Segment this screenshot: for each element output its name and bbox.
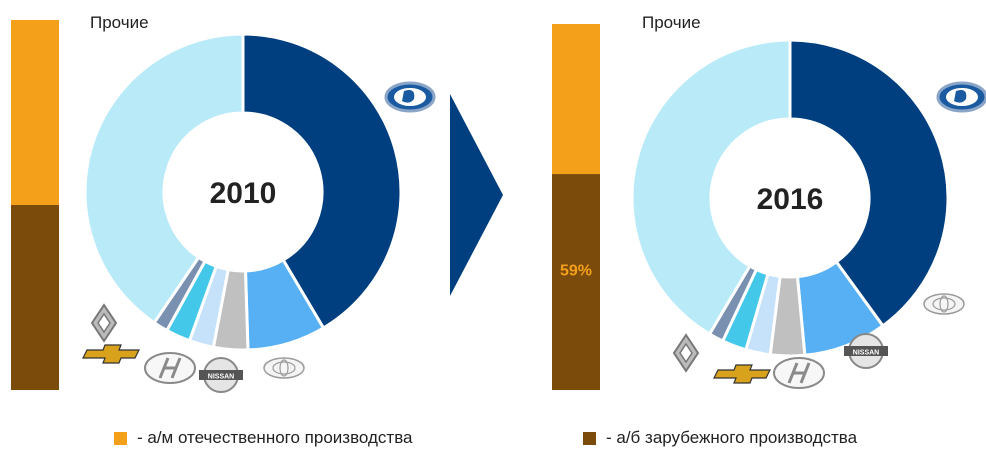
bar-segment-domestic-2010 — [11, 20, 59, 205]
hyundai-logo-2010 — [144, 352, 196, 384]
bar-segment-foreign-2010 — [11, 205, 59, 390]
donut-center-label-2010: 2010 — [210, 177, 277, 210]
chevrolet-logo-2010 — [82, 344, 140, 364]
toyota-logo-2016 — [923, 293, 965, 315]
svg-text:NISSAN: NISSAN — [208, 374, 234, 381]
toyota-logo-2010 — [263, 357, 305, 379]
donut-slice-lada-2016 — [788, 38, 950, 328]
donut-chart-2010: 2010 Прочие — [83, 13, 403, 352]
donut-chart-2016: 2016 Прочие — [630, 13, 950, 358]
legend-foreign: - а/б зарубежного производства — [583, 428, 857, 448]
donut-slice-прочие-2016 — [630, 38, 792, 337]
lada-logo-2010 — [384, 81, 436, 113]
donut-others-label-2010: Прочие — [90, 13, 149, 32]
legend-label-domestic: - а/м отечественного производства — [137, 428, 413, 447]
legend-swatch-foreign — [583, 431, 596, 445]
stacked-bar-2016: 59% — [552, 24, 600, 390]
legend-label-foreign: - а/б зарубежного производства — [606, 428, 858, 447]
nissan-logo-2016: NISSAN — [844, 333, 888, 369]
legend-swatch-domestic — [114, 431, 127, 445]
transition-arrow — [450, 94, 503, 296]
chevrolet-logo-2016 — [713, 364, 771, 384]
donut-slice-прочие-2010 — [83, 32, 245, 325]
svg-text:NISSAN: NISSAN — [853, 350, 879, 357]
donut-others-label-2016: Прочие — [642, 13, 701, 32]
bar-data-label-2016: 59% — [560, 263, 592, 280]
nissan-logo-2010: NISSAN — [199, 357, 243, 393]
renault-logo-2010 — [90, 303, 118, 343]
legend-domestic: - а/м отечественного производства — [114, 428, 413, 448]
bar-segment-domestic-2016 — [552, 24, 600, 175]
lada-logo-2016 — [936, 81, 986, 113]
stacked-bar-2010 — [11, 20, 59, 390]
donut-center-label-2016: 2016 — [757, 183, 824, 216]
donut-slice-lada-2010 — [241, 32, 403, 331]
hyundai-logo-2016 — [773, 357, 825, 389]
renault-logo-2016 — [672, 333, 700, 373]
bar-segment-foreign-2016 — [552, 174, 600, 390]
